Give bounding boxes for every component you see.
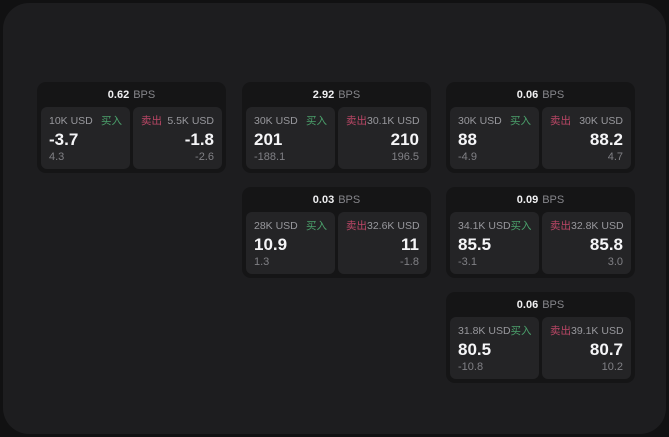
buy-delta: 1.3 (254, 256, 270, 268)
quote-card-2: 2.92 BPS 30K USD 买入 201 -188.1 卖出 30.1K … (242, 82, 431, 173)
buy-amount: 31.8K USD (458, 324, 511, 337)
sell-amount: 5.5K USD (167, 114, 214, 127)
sell-delta: 196.5 (391, 151, 419, 163)
bps-value: 0.03 (312, 193, 335, 206)
sell-price: 85.8 (589, 235, 623, 254)
bps-value: 0.09 (516, 193, 539, 206)
quote-card-1: 0.62 BPS 10K USD 买入 -3.7 4.3 卖出 5.5K USD… (37, 82, 226, 173)
sell-price: 210 (390, 130, 419, 149)
sell-delta: -1.8 (400, 256, 419, 268)
buy-tile[interactable]: 28K USD 买入 10.9 1.3 (246, 212, 335, 274)
buy-tile[interactable]: 34.1K USD 买入 85.5 -3.1 (450, 212, 539, 274)
buy-price: -3.7 (49, 130, 79, 149)
sell-tile[interactable]: 卖出 39.1K USD 80.7 10.2 (542, 317, 631, 379)
bps-header: 0.06 BPS (446, 82, 635, 107)
sell-amount: 39.1K USD (571, 324, 624, 337)
sell-delta: 4.7 (607, 151, 623, 163)
bps-suffix: BPS (542, 88, 565, 101)
buy-delta: -188.1 (254, 151, 286, 163)
bps-value: 0.06 (516, 298, 539, 311)
bps-header: 0.62 BPS (37, 82, 226, 107)
sell-tag[interactable]: 卖出 (141, 115, 162, 127)
sell-tile[interactable]: 卖出 32.6K USD 11 -1.8 (338, 212, 427, 274)
buy-tile[interactable]: 10K USD 买入 -3.7 4.3 (41, 107, 130, 169)
buy-tile[interactable]: 31.8K USD 买入 80.5 -10.8 (450, 317, 539, 379)
buy-tag[interactable]: 买入 (101, 115, 122, 127)
sell-amount: 30.1K USD (367, 114, 420, 127)
buy-amount: 10K USD (49, 114, 93, 127)
buy-price: 88 (458, 130, 477, 149)
bps-header: 0.06 BPS (446, 292, 635, 317)
bps-suffix: BPS (338, 193, 361, 206)
quote-card-4: 0.03 BPS 28K USD 买入 10.9 1.3 卖出 32.6K US… (242, 187, 431, 278)
sell-price: 11 (401, 235, 419, 254)
bps-suffix: BPS (133, 88, 156, 101)
buy-tag[interactable]: 买入 (306, 220, 327, 232)
sell-amount: 30K USD (579, 114, 623, 127)
quote-card-5: 0.09 BPS 34.1K USD 买入 85.5 -3.1 卖出 32.8K… (446, 187, 635, 278)
sell-tile[interactable]: 卖出 30.1K USD 210 196.5 (338, 107, 427, 169)
bps-header: 0.09 BPS (446, 187, 635, 212)
sell-tag[interactable]: 卖出 (550, 115, 571, 127)
sell-delta: 10.2 (601, 361, 623, 373)
buy-amount: 30K USD (254, 114, 298, 127)
sell-price: 80.7 (589, 340, 623, 359)
buy-tag[interactable]: 买入 (306, 115, 327, 127)
buy-price: 201 (254, 130, 283, 149)
quote-card-6: 0.06 BPS 31.8K USD 买入 80.5 -10.8 卖出 39.1… (446, 292, 635, 383)
buy-price: 85.5 (458, 235, 492, 254)
buy-price: 10.9 (254, 235, 288, 254)
sell-price: -1.8 (184, 130, 214, 149)
sell-amount: 32.8K USD (571, 219, 624, 232)
buy-delta: -10.8 (458, 361, 484, 373)
sell-tag[interactable]: 卖出 (550, 220, 571, 232)
main-window: 0.62 BPS 10K USD 买入 -3.7 4.3 卖出 5.5K USD… (3, 3, 666, 434)
buy-tag[interactable]: 买入 (510, 220, 532, 232)
buy-tag[interactable]: 买入 (510, 115, 531, 127)
bps-value: 0.62 (107, 88, 130, 101)
buy-delta: 4.3 (49, 151, 65, 163)
bps-value: 0.06 (516, 88, 539, 101)
sell-tag[interactable]: 卖出 (550, 325, 571, 337)
buy-amount: 34.1K USD (458, 219, 511, 232)
buy-amount: 30K USD (458, 114, 502, 127)
bps-suffix: BPS (542, 193, 565, 206)
bps-value: 2.92 (312, 88, 335, 101)
buy-delta: -3.1 (458, 256, 477, 268)
sell-tile[interactable]: 卖出 32.8K USD 85.8 3.0 (542, 212, 631, 274)
buy-amount: 28K USD (254, 219, 298, 232)
sell-delta: -2.6 (195, 151, 214, 163)
buy-price: 80.5 (458, 340, 492, 359)
sell-tag[interactable]: 卖出 (346, 220, 367, 232)
sell-tag[interactable]: 卖出 (346, 115, 367, 127)
bps-header: 2.92 BPS (242, 82, 431, 107)
buy-tile[interactable]: 30K USD 买入 88 -4.9 (450, 107, 539, 169)
sell-amount: 32.6K USD (367, 219, 420, 232)
sell-price: 88.2 (589, 130, 623, 149)
quote-card-3: 0.06 BPS 30K USD 买入 88 -4.9 卖出 30K USD 8… (446, 82, 635, 173)
sell-tile[interactable]: 卖出 30K USD 88.2 4.7 (542, 107, 631, 169)
buy-delta: -4.9 (458, 151, 477, 163)
sell-tile[interactable]: 卖出 5.5K USD -1.8 -2.6 (133, 107, 222, 169)
bps-suffix: BPS (542, 298, 565, 311)
sell-delta: 3.0 (607, 256, 623, 268)
bps-header: 0.03 BPS (242, 187, 431, 212)
buy-tile[interactable]: 30K USD 买入 201 -188.1 (246, 107, 335, 169)
buy-tag[interactable]: 买入 (510, 325, 532, 337)
bps-suffix: BPS (338, 88, 361, 101)
